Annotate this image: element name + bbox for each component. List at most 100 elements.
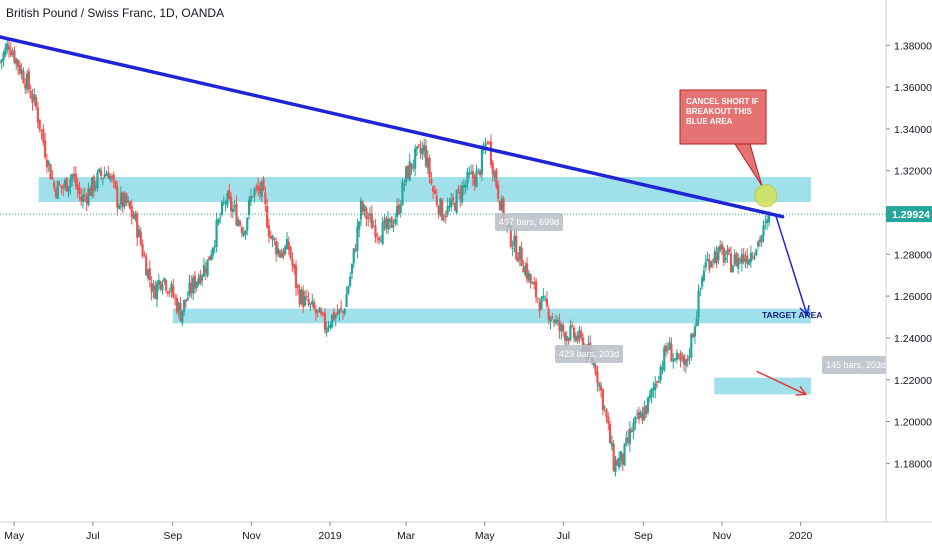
candle-body — [695, 318, 698, 327]
candle-body — [697, 290, 700, 318]
candle-body — [529, 274, 532, 283]
candle-body — [132, 214, 135, 219]
candle-body — [244, 230, 247, 235]
candle-body — [235, 203, 238, 226]
candle-body — [690, 333, 693, 358]
candle-body — [544, 298, 547, 300]
candle-body — [571, 325, 574, 327]
candle-body — [119, 192, 123, 205]
candle-body — [213, 245, 216, 248]
candle-body — [599, 385, 603, 391]
candle-body — [374, 225, 377, 238]
candle-body — [6, 43, 9, 50]
candle-body — [410, 163, 413, 170]
candle-body — [224, 202, 227, 204]
candle-body — [258, 187, 262, 194]
candle-body — [395, 206, 399, 218]
candle-body — [670, 344, 673, 362]
candle-body — [282, 250, 285, 257]
candle-body — [424, 145, 428, 166]
candle-body — [451, 197, 455, 201]
candle-body — [134, 212, 137, 220]
candle-body — [251, 196, 254, 198]
candle-body — [164, 280, 168, 291]
candle-body — [441, 200, 444, 221]
candle-body — [338, 309, 341, 314]
candle-body — [327, 326, 330, 328]
candle-body — [321, 312, 325, 314]
candle-body — [266, 205, 269, 228]
candle-body — [524, 266, 527, 275]
candle-body — [520, 248, 523, 266]
candle-body — [242, 232, 245, 236]
candle-body — [166, 291, 169, 294]
candle-body — [316, 310, 319, 312]
projection-arrow-1 — [756, 370, 807, 396]
candle-body — [711, 260, 715, 262]
candle-body — [42, 128, 45, 143]
candle-body — [89, 188, 92, 196]
candle-body — [9, 50, 12, 56]
candle-body — [470, 171, 473, 173]
candle-body — [280, 253, 283, 258]
candle-body — [502, 198, 505, 222]
candle-body — [312, 302, 316, 309]
candle-body — [96, 172, 99, 189]
candle-body — [368, 213, 372, 217]
candle-body — [397, 204, 401, 214]
candle-body — [534, 281, 538, 298]
candle-body — [525, 263, 529, 280]
candle-body — [747, 259, 751, 265]
candle-body — [621, 453, 624, 465]
candle-body — [435, 195, 438, 205]
candle-body — [354, 249, 357, 252]
candle-body — [495, 169, 498, 188]
candle-body — [708, 259, 711, 270]
candle-body — [303, 296, 307, 306]
candle-body — [118, 205, 121, 209]
candle-body — [726, 249, 729, 256]
projection-arrow-0 — [775, 216, 808, 316]
candle-body — [318, 307, 321, 313]
candle-body — [47, 161, 50, 165]
candle-body — [34, 97, 38, 107]
candle-body — [462, 184, 465, 188]
candle-body — [99, 170, 103, 177]
candle-body — [148, 268, 151, 280]
candle-body — [195, 281, 198, 288]
candle-body — [672, 359, 675, 362]
candle-body — [381, 222, 384, 244]
candle-body — [558, 320, 561, 331]
candle-body — [758, 239, 762, 243]
zone-rect-2 — [714, 377, 811, 395]
candle-body — [240, 227, 243, 234]
candle-body — [493, 172, 496, 178]
candle-body — [7, 46, 11, 50]
x-tick-label-6: May — [475, 530, 496, 542]
candle-body — [27, 71, 30, 90]
candle-body — [430, 179, 433, 184]
candle-body — [549, 317, 552, 322]
candle-body — [601, 389, 604, 410]
candle-body — [742, 254, 745, 261]
candle-body — [563, 332, 567, 341]
candle-body — [4, 47, 7, 56]
candle-body — [688, 355, 691, 359]
candle-body — [220, 201, 224, 215]
candle-body — [192, 277, 195, 294]
candle-body — [596, 371, 599, 384]
candle-body — [226, 193, 229, 206]
candle-body — [146, 269, 150, 279]
candle-body — [202, 264, 206, 277]
candle-body — [78, 186, 81, 195]
candle-body — [137, 229, 141, 238]
candle-body — [419, 147, 422, 153]
candle-body — [459, 191, 462, 200]
y-tick-label-5: 1.28000 — [894, 249, 932, 261]
candle-body — [264, 192, 267, 205]
candle-body — [249, 196, 252, 202]
candle-body — [414, 148, 417, 169]
candle-body — [253, 188, 256, 196]
